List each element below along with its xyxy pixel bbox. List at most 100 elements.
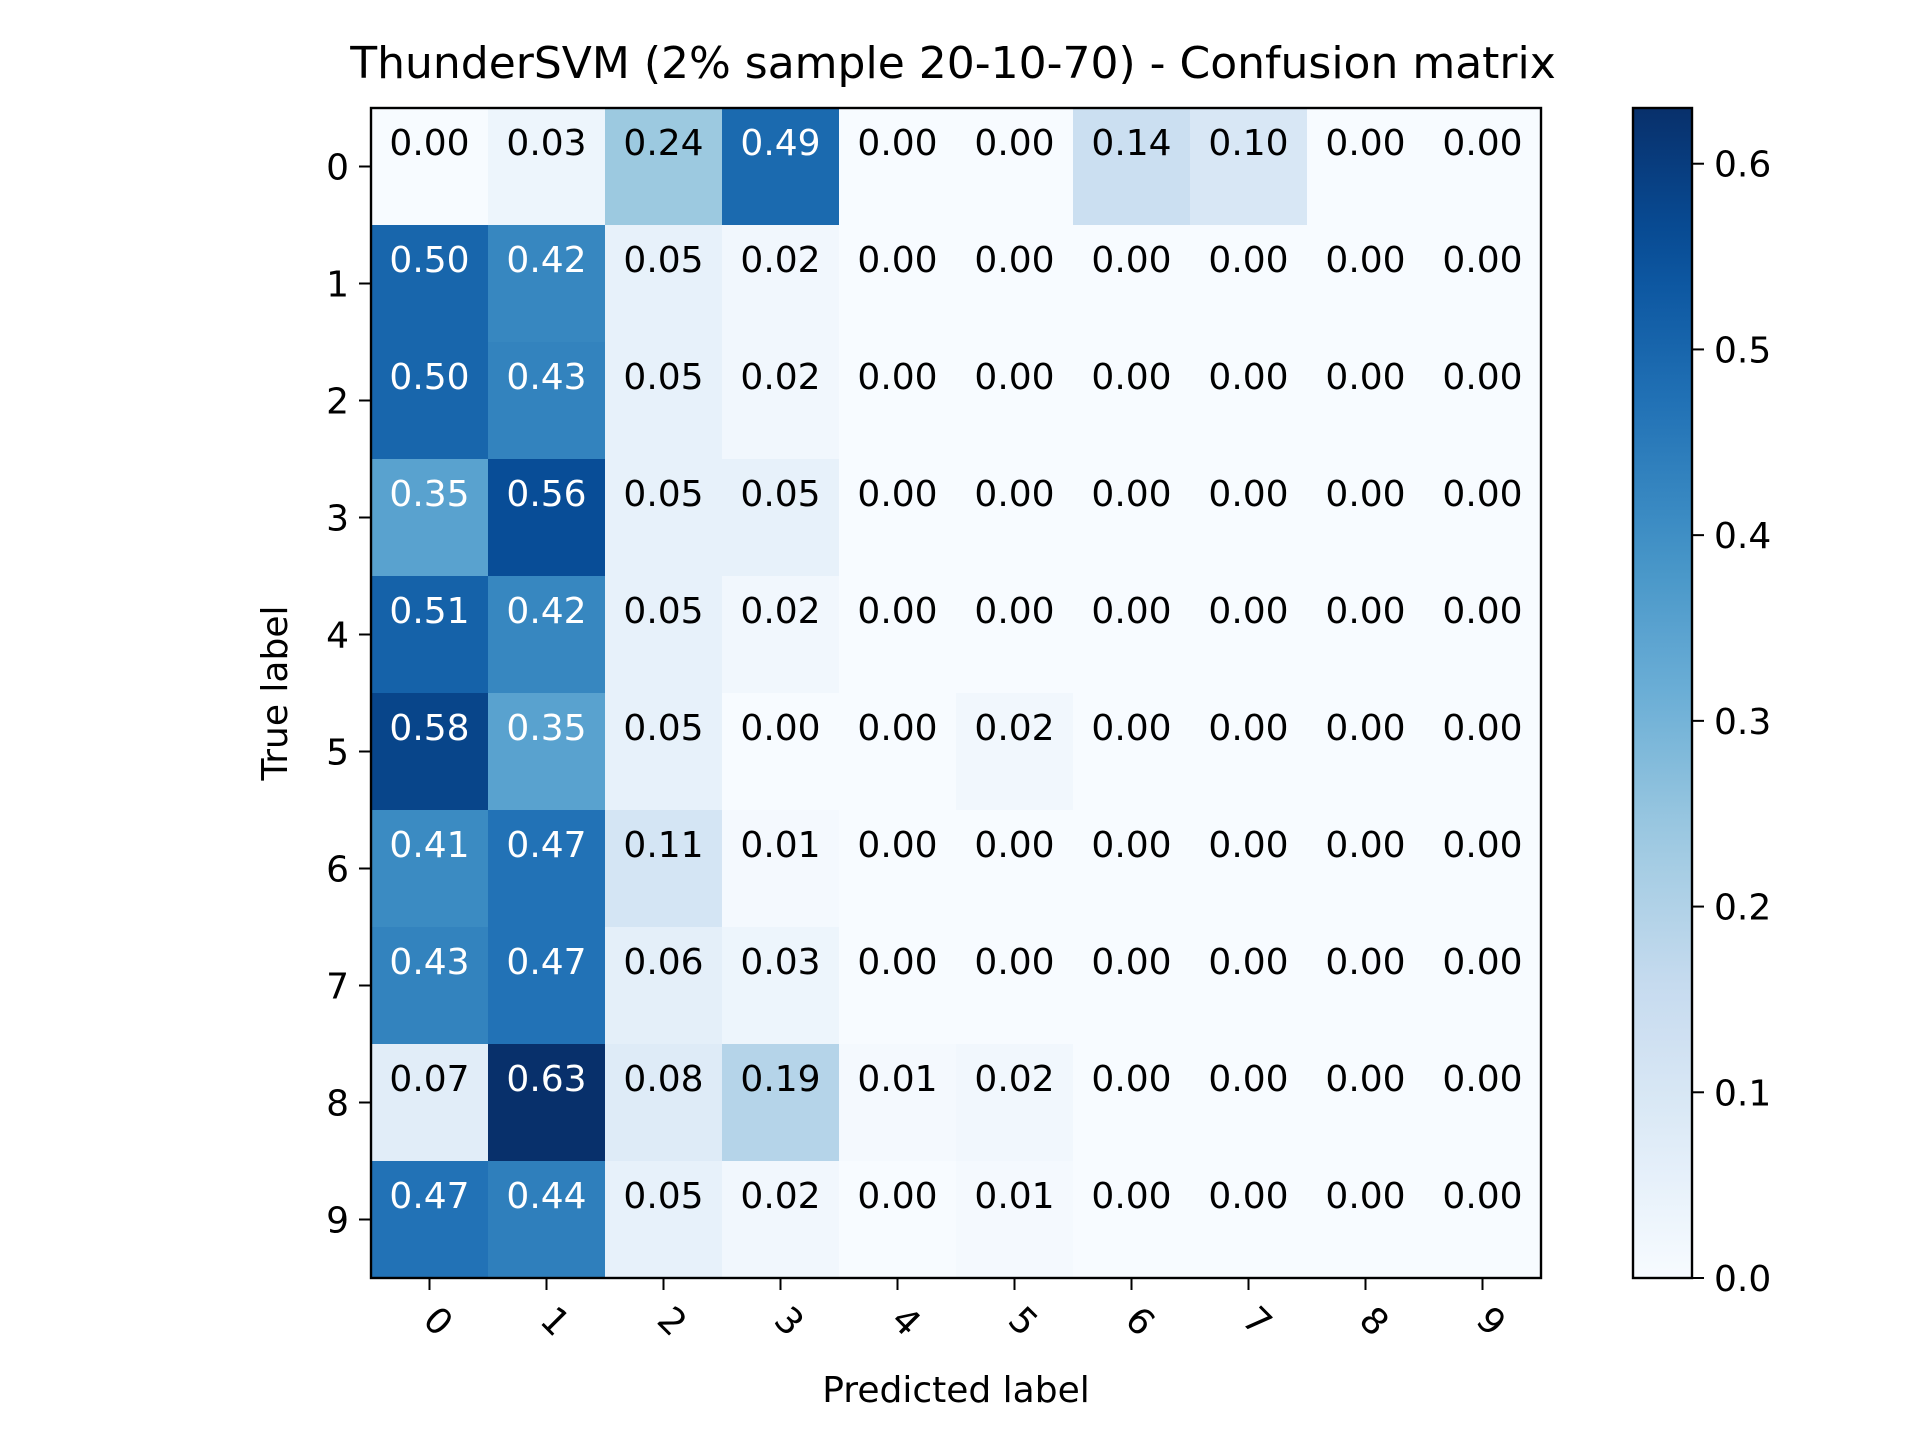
heatmap-cell (605, 693, 723, 811)
heatmap-cell (722, 108, 840, 226)
cell-value-label: 0.47 (506, 825, 586, 866)
y-tick-label: 5 (326, 733, 349, 774)
cell-value-label: 0.02 (974, 1059, 1054, 1100)
heatmap-cell (1424, 108, 1542, 226)
cell-value-label: 0.00 (1325, 1176, 1405, 1217)
heatmap-cell (956, 927, 1074, 1045)
heatmap-cell (1073, 459, 1191, 577)
y-tick-label: 8 (326, 1084, 349, 1125)
heatmap-cell (1307, 576, 1425, 694)
cell-value-label: 0.00 (1442, 825, 1522, 866)
heatmap-cell (488, 1161, 606, 1279)
cell-value-label: 0.00 (974, 942, 1054, 983)
cell-value-label: 0.00 (1091, 240, 1171, 281)
chart-title: ThunderSVM (2% sample 20-10-70) - Confus… (349, 38, 1556, 89)
heatmap-cell (605, 108, 723, 226)
cell-value-label: 0.43 (506, 357, 586, 398)
heatmap-cell (1073, 576, 1191, 694)
cell-value-label: 0.03 (506, 123, 586, 164)
heatmap-cell (839, 108, 957, 226)
cell-value-label: 0.00 (1208, 942, 1288, 983)
heatmap-cell (1424, 1044, 1542, 1162)
cell-value-label: 0.01 (974, 1176, 1054, 1217)
y-tick-label: 0 (326, 148, 349, 189)
cell-value-label: 0.00 (1325, 708, 1405, 749)
cell-value-label: 0.00 (1442, 942, 1522, 983)
cell-value-label: 0.06 (623, 942, 703, 983)
heatmap-cell (956, 1161, 1074, 1279)
heatmap-cell (839, 342, 957, 460)
colorbar-tick-label: 0.1 (1714, 1073, 1771, 1114)
cell-value-label: 0.00 (1208, 1059, 1288, 1100)
heatmap-cell (1190, 1044, 1308, 1162)
colorbar-frame (1631, 106, 1694, 1280)
cell-value-label: 0.00 (857, 474, 937, 515)
y-tick-label: 9 (326, 1201, 349, 1242)
heatmap-cell (956, 576, 1074, 694)
heatmap-cell (605, 576, 723, 694)
heatmap-cell (488, 108, 606, 226)
cell-value-label: 0.42 (506, 591, 586, 632)
heatmap-cells (371, 108, 1542, 1279)
heatmap-cell (1190, 693, 1308, 811)
cell-value-label: 0.00 (1442, 591, 1522, 632)
heatmap-cell (605, 810, 723, 928)
heatmap-cell (371, 810, 489, 928)
heatmap-cell (371, 1161, 489, 1279)
heatmap-cell (1190, 342, 1308, 460)
colorbar (1633, 108, 1692, 1278)
heatmap-cell (956, 108, 1074, 226)
heatmap-cell (488, 927, 606, 1045)
cell-value-label: 0.00 (1208, 357, 1288, 398)
cell-value-label: 0.05 (740, 474, 820, 515)
heatmap-cell (1307, 1044, 1425, 1162)
heatmap-cell (371, 693, 489, 811)
cell-value-label: 0.35 (506, 708, 586, 749)
cell-value-label: 0.02 (740, 1176, 820, 1217)
cell-value-label: 0.24 (623, 123, 703, 164)
heatmap-cell (1307, 342, 1425, 460)
heatmap-cell (1424, 927, 1542, 1045)
heatmap-cell (839, 927, 957, 1045)
cell-value-label: 0.02 (740, 240, 820, 281)
heatmap-cell (839, 225, 957, 343)
heatmap-cell (1190, 108, 1308, 226)
cell-value-label: 0.14 (1091, 123, 1171, 164)
y-tick-label: 2 (326, 382, 349, 423)
cell-value-label: 0.10 (1208, 123, 1288, 164)
heatmap-cell (1307, 225, 1425, 343)
y-tick-label: 7 (326, 967, 349, 1008)
cell-value-label: 0.00 (1208, 825, 1288, 866)
cell-value-label: 0.00 (1091, 1059, 1171, 1100)
cell-value-label: 0.00 (1091, 825, 1171, 866)
heatmap-cell (1307, 927, 1425, 1045)
cell-value-label: 0.05 (623, 1176, 703, 1217)
cell-value-label: 0.03 (740, 942, 820, 983)
cell-value-label: 0.43 (389, 942, 469, 983)
heatmap-cell (1190, 1161, 1308, 1279)
cell-value-label: 0.00 (1442, 1059, 1522, 1100)
cell-value-label: 0.00 (974, 474, 1054, 515)
heatmap-cell (371, 108, 489, 226)
heatmap-cell (605, 459, 723, 577)
cell-value-label: 0.00 (1325, 240, 1405, 281)
cell-value-label: 0.00 (1091, 1176, 1171, 1217)
heatmap-cell (371, 927, 489, 1045)
heatmap-cell (488, 576, 606, 694)
heatmap-cell (839, 810, 957, 928)
cell-value-label: 0.35 (389, 474, 469, 515)
colorbar-tick-label: 0.0 (1714, 1259, 1771, 1300)
heatmap-cell (722, 1044, 840, 1162)
cell-value-label: 0.00 (740, 708, 820, 749)
cell-value-label: 0.00 (857, 357, 937, 398)
heatmap-cell (371, 342, 489, 460)
cell-value-label: 0.00 (857, 1176, 937, 1217)
y-tick-label: 3 (326, 499, 349, 540)
cell-value-label: 0.00 (1442, 1176, 1522, 1217)
heatmap-cell (722, 459, 840, 577)
heatmap-cell (839, 576, 957, 694)
heatmap-cell (1424, 810, 1542, 928)
cell-value-label: 0.02 (740, 357, 820, 398)
heatmap-cell (605, 1044, 723, 1162)
heatmap-cell (1190, 459, 1308, 577)
